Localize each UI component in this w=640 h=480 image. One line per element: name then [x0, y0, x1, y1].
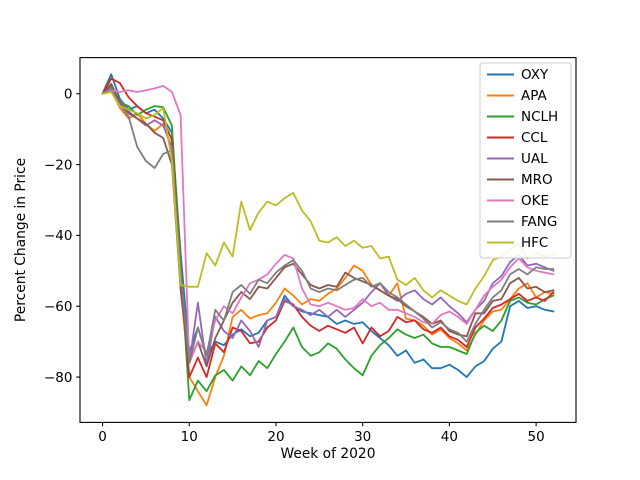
y-tick-label: −60 [44, 299, 73, 315]
legend-label-ual: UAL [521, 151, 548, 167]
plot-frame [79, 57, 577, 423]
x-axis-label: Week of 2020 [281, 446, 376, 462]
y-tick-label: 0 [64, 87, 73, 103]
series-line-oke [101, 85, 555, 364]
legend-label-nclh: NCLH [521, 109, 558, 125]
series-lines [101, 73, 555, 407]
y-tick-label: −80 [44, 370, 73, 386]
x-tick-label: 50 [528, 429, 545, 445]
legend: OXY APA NCLH CCL UAL MRO OKE FANG HFC [479, 62, 572, 259]
series-line-hfc [101, 91, 555, 306]
x-tick-label: 10 [181, 429, 198, 445]
legend-label-ccl: CCL [521, 130, 548, 146]
y-tick-label: −20 [44, 157, 73, 173]
legend-box [479, 62, 572, 259]
x-tick-label: 0 [98, 429, 107, 445]
legend-label-oxy: OXY [521, 67, 549, 83]
legend-label-oke: OKE [521, 193, 549, 209]
y-axis-label: Percent Change in Price [13, 158, 29, 322]
series-line-fang [101, 90, 555, 364]
x-tick-label: 20 [267, 429, 284, 445]
x-tick-label: 40 [441, 429, 458, 445]
legend-label-mro: MRO [521, 172, 553, 188]
legend-label-fang: FANG [521, 214, 557, 230]
y-tick-label: −40 [44, 228, 73, 244]
legend-label-apa: APA [521, 88, 548, 104]
axes: 0 10 20 30 40 50 0 −20 −40 −60 −80 [44, 57, 577, 445]
legend-label-hfc: HFC [521, 235, 548, 251]
x-tick-label: 30 [354, 429, 371, 445]
